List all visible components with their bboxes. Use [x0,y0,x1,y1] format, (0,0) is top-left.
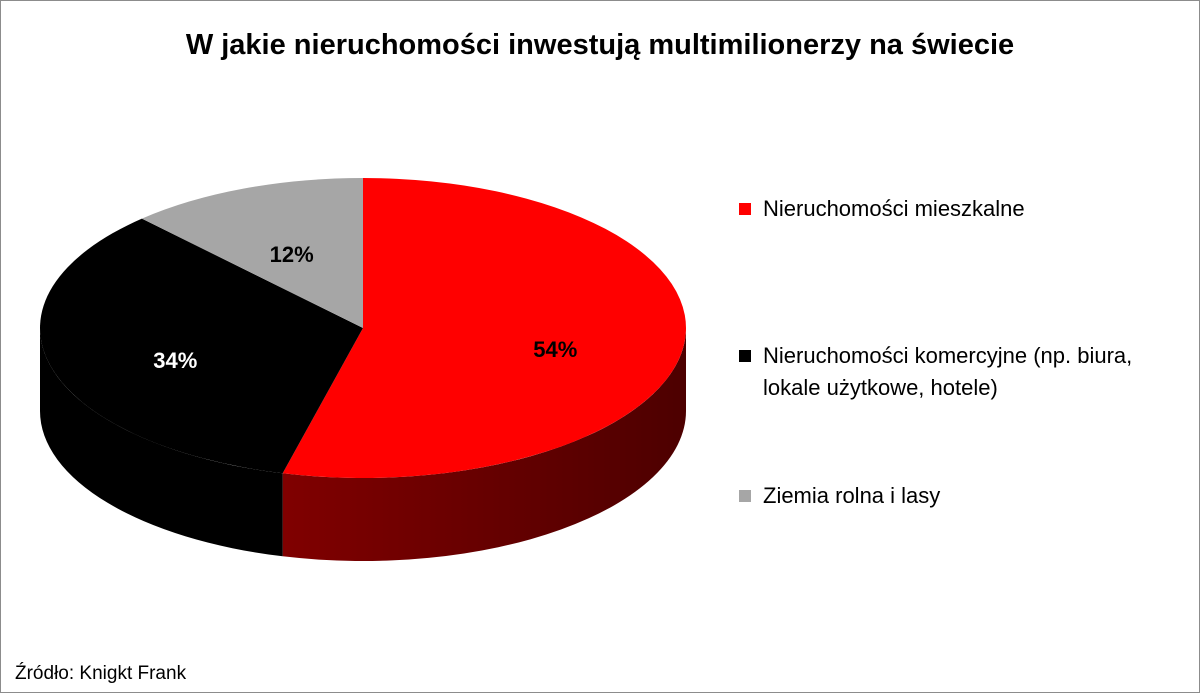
legend-item: Nieruchomości mieszkalne [739,193,1161,225]
data-label: 34% [153,348,197,373]
legend-swatch [739,490,751,502]
source: Źródło: Knigkt Frank [15,663,187,684]
legend-label: Nieruchomości mieszkalne [763,196,1025,221]
chart-title: W jakie nieruchomości inwestują multimil… [185,29,1015,61]
pie-slice [282,178,686,479]
pie-side [40,328,283,557]
pie-side [282,328,686,561]
legend-label: Nieruchomości komercyjne (np. biura, lok… [763,343,1133,400]
legend-item: Ziemia rolna i lasy [739,480,1161,512]
pie-slice [39,218,363,474]
data-label: 54% [533,337,577,362]
data-label: 12% [270,242,314,267]
legend-swatch [739,350,751,362]
legend-swatch [739,203,751,215]
pie-slice [141,178,363,328]
legend-label: Ziemia rolna i lasy [763,483,941,508]
legend-item: Nieruchomości komercyjne (np. biura, lok… [739,340,1161,404]
